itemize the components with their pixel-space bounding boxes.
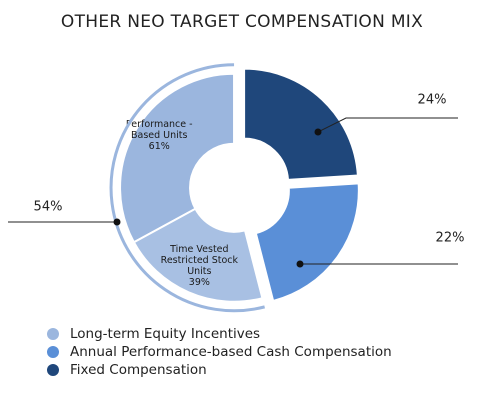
breakdown-value: 39% [188, 276, 210, 288]
segment [254, 182, 360, 303]
breakdown-label-box: Time Vested Restricted Stock Units 39% [157, 244, 241, 288]
callout-dot [314, 128, 322, 136]
legend-swatch [47, 328, 59, 340]
outer-ring [109, 63, 266, 313]
callout-line [317, 117, 458, 133]
legend-swatch [47, 346, 59, 358]
callout-dot [296, 260, 304, 268]
breakdown-name: Performance - Based Units [125, 119, 193, 142]
breakdown-value: 61% [148, 141, 170, 153]
breakdown-name: Time Vested Restricted Stock Units [160, 243, 239, 277]
breakdown-segment [119, 72, 236, 244]
value-label: 54% [34, 200, 63, 215]
segment [243, 67, 359, 181]
breakdown-segment [132, 207, 264, 303]
callout-dot [113, 218, 121, 226]
legend-swatch [47, 364, 59, 376]
breakdown-label-box: Performance - Based Units 61% [117, 119, 201, 152]
legend-label: Annual Performance-based Cash Compensati… [70, 344, 392, 360]
legend-label: Long-term Equity Incentives [70, 326, 260, 342]
chart-title: OTHER NEO TARGET COMPENSATION MIX [61, 12, 423, 32]
legend-label: Fixed Compensation [70, 362, 207, 378]
value-label: 22% [436, 231, 465, 246]
value-label: 24% [418, 93, 447, 108]
